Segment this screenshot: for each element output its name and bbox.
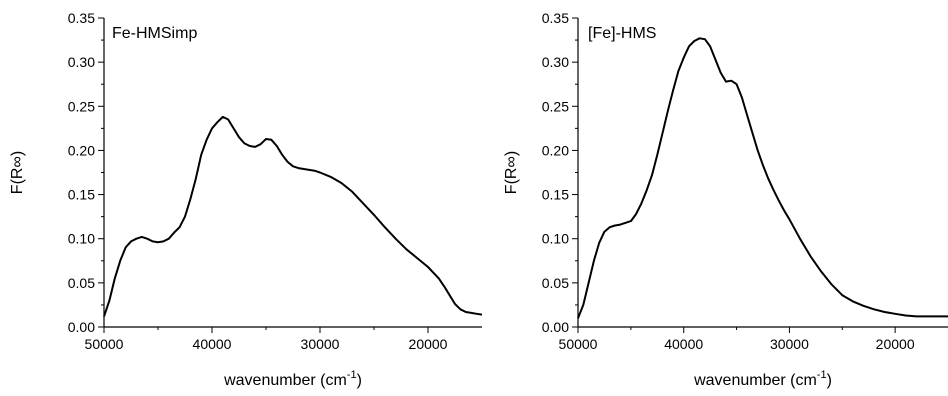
- panel-1-y-tick-label: 0.25: [68, 98, 95, 114]
- panel-2-x-tick-label: 50000: [559, 336, 598, 352]
- panel-2-y-tick-label: 0.25: [542, 98, 569, 114]
- panel-1-y-tick-label: 0.00: [68, 319, 95, 335]
- panel-2-y-tick-label: 0.20: [542, 142, 569, 158]
- panel-2-y-tick-label: 0.10: [542, 231, 569, 247]
- panel-1-x-axis-title-close: ): [357, 372, 362, 389]
- panel-2-y-tick-label: 0.05: [542, 275, 569, 291]
- panel-1-x-axis-title-main: wavenumber (cm: [223, 372, 347, 389]
- panel-2-y-tick-label: 0.00: [542, 319, 569, 335]
- panel-1-y-tick-label: 0.35: [68, 10, 95, 26]
- panel-1-y-axis-title: F(R∞): [9, 151, 26, 194]
- panel-2-x-tick-label: 20000: [876, 336, 915, 352]
- panel-1-series-line-1: [103, 115, 483, 317]
- panel-2-y-axis-title: F(R∞): [503, 151, 520, 194]
- panel-2-y-tick-label: 0.35: [542, 10, 569, 26]
- panel-1-x-axis-title-superscript: -1: [347, 369, 357, 381]
- panel-1-x-tick-label: 50000: [85, 336, 124, 352]
- panel-2-x-axis-title-superscript: -1: [817, 369, 827, 381]
- panel-2-label: [Fe]-HMS: [588, 25, 656, 42]
- panel-2-x-axis-title: wavenumber (cm-1): [693, 369, 832, 389]
- panel-1-x-tick-label: 20000: [409, 336, 448, 352]
- panel-1-y-tick-label: 0.05: [68, 275, 95, 291]
- panel-1-y-tick-label: 0.30: [68, 54, 95, 70]
- panel-1-x-axis-title: wavenumber (cm-1): [223, 369, 362, 389]
- panel-2-y-tick-label: 0.15: [542, 187, 569, 203]
- panel-1-y-tick-label: 0.20: [68, 142, 95, 158]
- panel-1-x-tick-label: 40000: [193, 336, 232, 352]
- panel-1-y-tick-label: 0.10: [68, 231, 95, 247]
- panel-1-y-tick-label: 0.15: [68, 187, 95, 203]
- panel-2-series-line-1: [577, 37, 948, 319]
- panel-1-label: Fe-HMSimp: [112, 25, 197, 42]
- panel-1-x-tick-label: 30000: [301, 336, 340, 352]
- panel-2-x-axis-title-main: wavenumber (cm: [693, 372, 817, 389]
- panel-2-x-tick-label: 40000: [664, 336, 703, 352]
- panel-2-x-tick-label: 30000: [770, 336, 809, 352]
- panel-2-x-axis-title-close: ): [827, 372, 832, 389]
- panel-2-y-tick-label: 0.30: [542, 54, 569, 70]
